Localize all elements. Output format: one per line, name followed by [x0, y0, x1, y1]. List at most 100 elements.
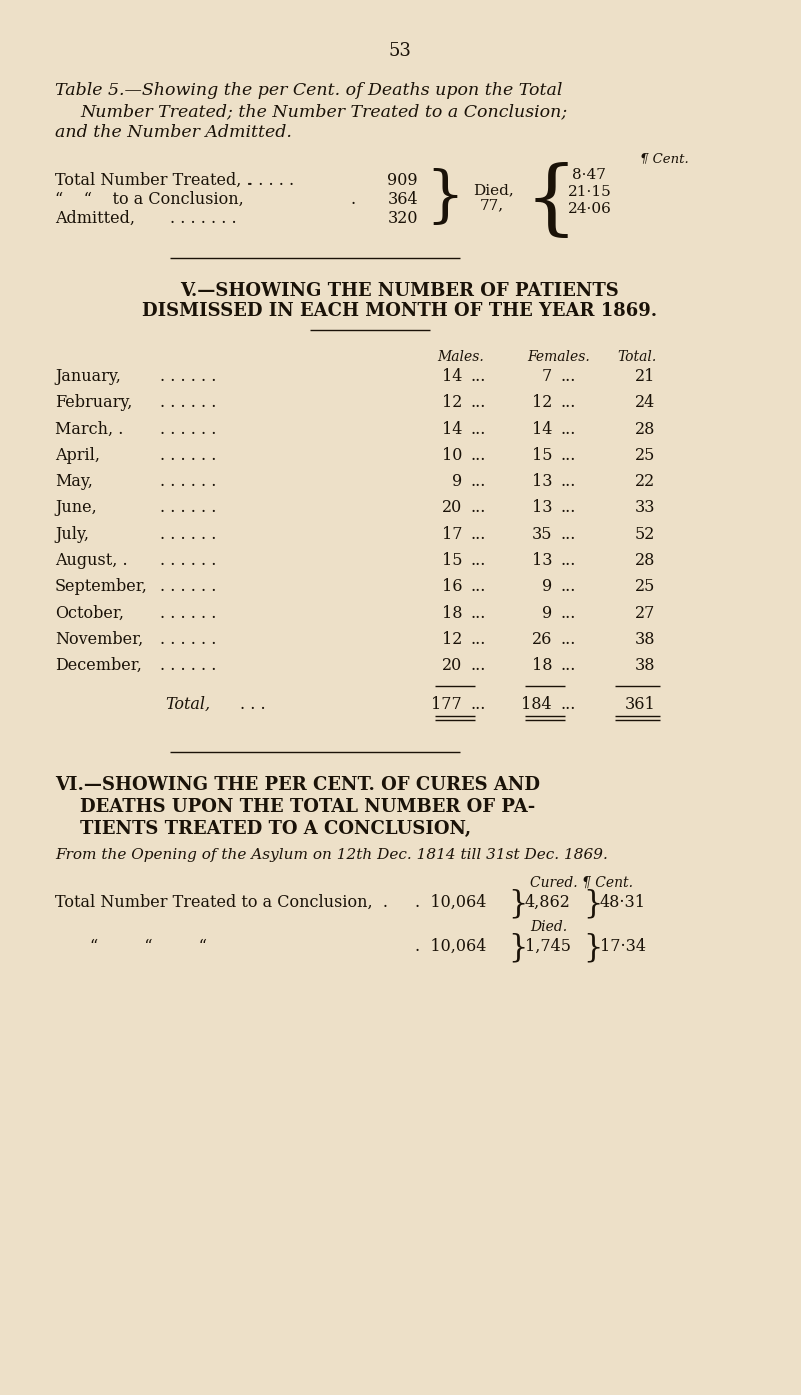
- Text: ...: ...: [560, 526, 575, 543]
- Text: ...: ...: [560, 421, 575, 438]
- Text: 320: 320: [388, 211, 418, 227]
- Text: ...: ...: [560, 604, 575, 622]
- Text: 38: 38: [634, 631, 655, 649]
- Text: Cured. ¶ Cent.: Cured. ¶ Cent.: [530, 876, 633, 890]
- Text: ...: ...: [470, 421, 485, 438]
- Text: . . . . . .: . . . . . .: [160, 552, 216, 569]
- Text: 14: 14: [441, 368, 462, 385]
- Text: Admitted,: Admitted,: [55, 211, 135, 227]
- Text: 24: 24: [634, 395, 655, 412]
- Text: October,: October,: [55, 604, 124, 622]
- Text: ...: ...: [470, 696, 485, 713]
- Text: 12: 12: [441, 395, 462, 412]
- Text: 12: 12: [441, 631, 462, 649]
- Text: November,: November,: [55, 631, 143, 649]
- Text: 17: 17: [441, 526, 462, 543]
- Text: 22: 22: [634, 473, 655, 490]
- Text: and the Number Admitted.: and the Number Admitted.: [55, 124, 292, 141]
- Text: “    “    to a Conclusion,: “ “ to a Conclusion,: [55, 191, 244, 208]
- Text: 4,862: 4,862: [525, 894, 571, 911]
- Text: January,: January,: [55, 368, 121, 385]
- Text: TIENTS TREATED TO A CONCLUSION,: TIENTS TREATED TO A CONCLUSION,: [80, 820, 471, 837]
- Text: 27: 27: [634, 604, 655, 622]
- Text: Total Number Treated, .: Total Number Treated, .: [55, 172, 252, 188]
- Text: From the Opening of the Asylum on 12th Dec. 1814 till 31st Dec. 1869.: From the Opening of the Asylum on 12th D…: [55, 848, 608, 862]
- Text: ...: ...: [470, 446, 485, 465]
- Text: 21: 21: [634, 368, 655, 385]
- Text: Number Treated; the Number Treated to a Conclusion;: Number Treated; the Number Treated to a …: [80, 103, 567, 120]
- Text: 13: 13: [532, 499, 552, 516]
- Text: Males.: Males.: [437, 350, 484, 364]
- Text: 17·34: 17·34: [600, 937, 646, 954]
- Text: 16: 16: [441, 579, 462, 596]
- Text: . . .: . . .: [240, 696, 266, 713]
- Text: ...: ...: [470, 473, 485, 490]
- Text: 35: 35: [532, 526, 552, 543]
- Text: 77,: 77,: [480, 198, 504, 212]
- Text: 20: 20: [441, 657, 462, 674]
- Text: December,: December,: [55, 657, 142, 674]
- Text: 13: 13: [532, 473, 552, 490]
- Text: . . . . . .: . . . . . .: [160, 421, 216, 438]
- Text: Total Number Treated to a Conclusion,  .: Total Number Treated to a Conclusion, .: [55, 894, 388, 911]
- Text: ...: ...: [560, 446, 575, 465]
- Text: 20: 20: [441, 499, 462, 516]
- Text: 361: 361: [624, 696, 655, 713]
- Text: 21·15: 21·15: [568, 186, 612, 199]
- Text: }: }: [508, 933, 527, 964]
- Text: . . . . . .: . . . . . .: [160, 499, 216, 516]
- Text: 184: 184: [521, 696, 552, 713]
- Text: Died,: Died,: [473, 183, 513, 197]
- Text: 15: 15: [532, 446, 552, 465]
- Text: ...: ...: [560, 473, 575, 490]
- Text: {: {: [525, 162, 578, 241]
- Text: ...: ...: [470, 631, 485, 649]
- Text: ...: ...: [560, 579, 575, 596]
- Text: 9: 9: [541, 604, 552, 622]
- Text: ...: ...: [470, 579, 485, 596]
- Text: 26: 26: [532, 631, 552, 649]
- Text: . . . . . .: . . . . . .: [160, 446, 216, 465]
- Text: Females.: Females.: [527, 350, 590, 364]
- Text: 25: 25: [634, 446, 655, 465]
- Text: 15: 15: [441, 552, 462, 569]
- Text: 7: 7: [541, 368, 552, 385]
- Text: August, .: August, .: [55, 552, 127, 569]
- Text: 53: 53: [388, 42, 412, 60]
- Text: DISMISSED IN EACH MONTH OF THE YEAR 1869.: DISMISSED IN EACH MONTH OF THE YEAR 1869…: [143, 301, 658, 319]
- Text: 25: 25: [634, 579, 655, 596]
- Text: 48·31: 48·31: [600, 894, 646, 911]
- Text: 28: 28: [634, 421, 655, 438]
- Text: 909: 909: [388, 172, 418, 188]
- Text: 38: 38: [634, 657, 655, 674]
- Text: . . . . . .: . . . . . .: [160, 368, 216, 385]
- Text: ...: ...: [470, 604, 485, 622]
- Text: 8·47: 8·47: [572, 167, 606, 181]
- Text: ...: ...: [470, 526, 485, 543]
- Text: 9: 9: [541, 579, 552, 596]
- Text: 18: 18: [532, 657, 552, 674]
- Text: 28: 28: [634, 552, 655, 569]
- Text: 12: 12: [532, 395, 552, 412]
- Text: 13: 13: [532, 552, 552, 569]
- Text: ...: ...: [560, 696, 575, 713]
- Text: 24·06: 24·06: [568, 202, 612, 216]
- Text: 364: 364: [388, 191, 418, 208]
- Text: . . . . . .: . . . . . .: [160, 579, 216, 596]
- Text: 52: 52: [634, 526, 655, 543]
- Text: September,: September,: [55, 579, 148, 596]
- Text: 9: 9: [452, 473, 462, 490]
- Text: DEATHS UPON THE TOTAL NUMBER OF PA-: DEATHS UPON THE TOTAL NUMBER OF PA-: [80, 798, 535, 816]
- Text: }: }: [583, 933, 602, 964]
- Text: . . . . . .: . . . . . .: [160, 604, 216, 622]
- Text: February,: February,: [55, 395, 132, 412]
- Text: Total.: Total.: [617, 350, 656, 364]
- Text: March, .: March, .: [55, 421, 123, 438]
- Text: Died.: Died.: [530, 919, 567, 933]
- Text: ...: ...: [560, 657, 575, 674]
- Text: 14: 14: [532, 421, 552, 438]
- Text: . . . . . .: . . . . . .: [160, 473, 216, 490]
- Text: . . . . . .: . . . . . .: [160, 395, 216, 412]
- Text: .: .: [350, 191, 355, 208]
- Text: ...: ...: [560, 552, 575, 569]
